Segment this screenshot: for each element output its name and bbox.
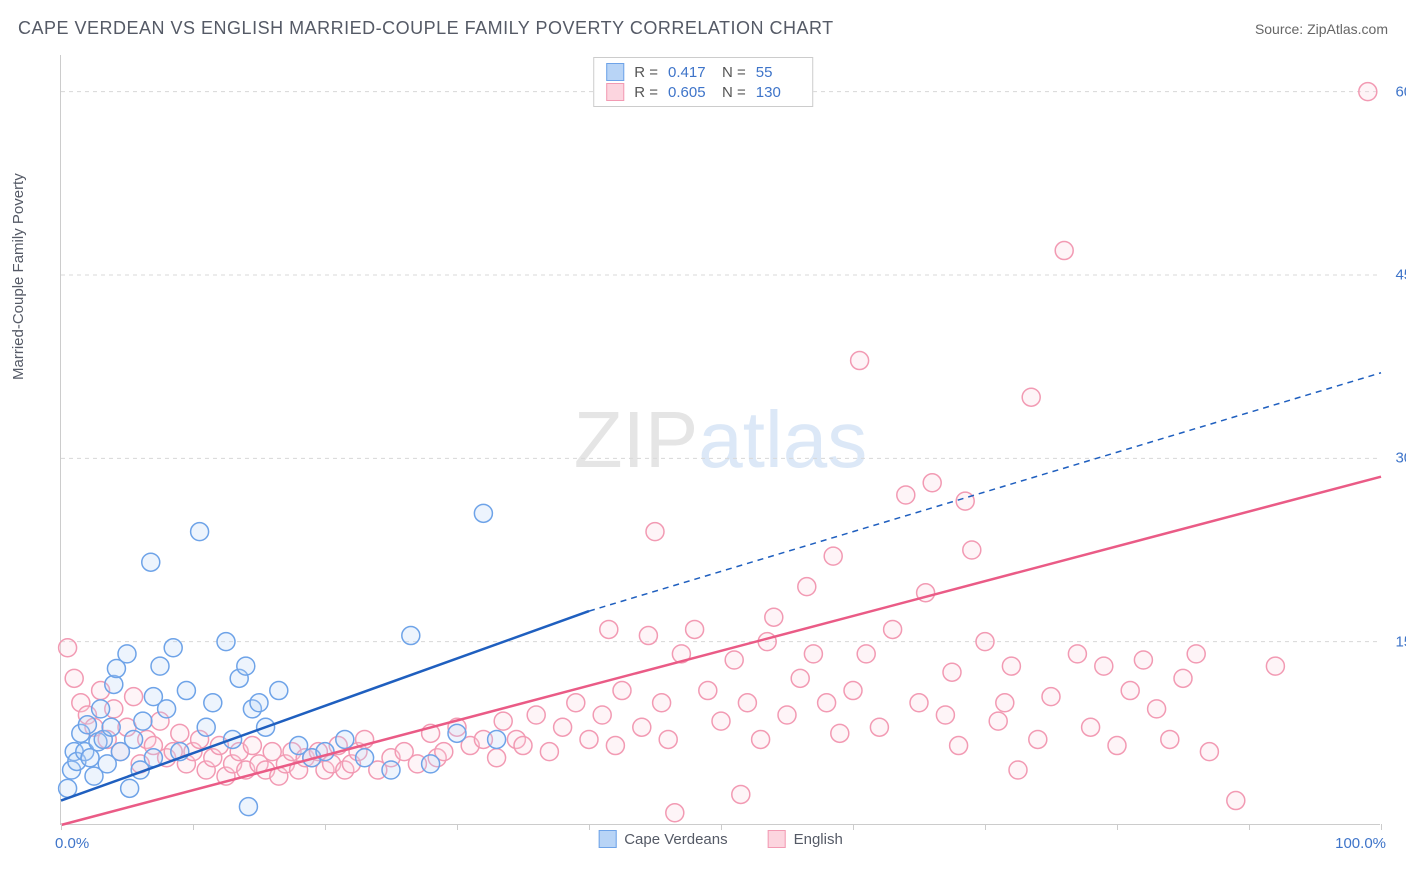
source-label: Source: ZipAtlas.com xyxy=(1255,21,1388,37)
x-end-label: 100.0% xyxy=(1335,835,1386,852)
legend-item-blue: Cape Verdeans xyxy=(598,830,727,848)
x-tick xyxy=(589,824,590,830)
blue-n-value: 55 xyxy=(756,64,800,81)
x-tick xyxy=(325,824,326,830)
legend-top-row-blue: R = 0.417 N = 55 xyxy=(606,62,800,82)
x-tick xyxy=(193,824,194,830)
x-tick xyxy=(1117,824,1118,830)
blue-r-value: 0.417 xyxy=(668,64,712,81)
gridlines xyxy=(61,92,1381,642)
chart-header: CAPE VERDEAN VS ENGLISH MARRIED-COUPLE F… xyxy=(18,18,1388,39)
y-tick-label: 45.0% xyxy=(1395,267,1406,284)
legend-top: R = 0.417 N = 55 R = 0.605 N = 130 xyxy=(593,57,813,107)
swatch-pink-icon xyxy=(606,83,624,101)
chart-title: CAPE VERDEAN VS ENGLISH MARRIED-COUPLE F… xyxy=(18,18,834,39)
x-tick xyxy=(61,824,62,830)
x-tick xyxy=(457,824,458,830)
chart-svg xyxy=(61,55,1380,824)
legend-blue-label: Cape Verdeans xyxy=(624,831,727,848)
x-tick xyxy=(1381,824,1382,830)
legend-top-row-pink: R = 0.605 N = 130 xyxy=(606,82,800,102)
legend-item-pink: English xyxy=(768,830,843,848)
r-label: R = xyxy=(634,84,658,101)
y-tick-label: 15.0% xyxy=(1395,633,1406,650)
swatch-pink xyxy=(768,830,786,848)
y-axis-label: Married-Couple Family Poverty xyxy=(10,173,27,380)
y-tick-label: 30.0% xyxy=(1395,450,1406,467)
pink-r-value: 0.605 xyxy=(668,84,712,101)
legend-bottom: Cape Verdeans English xyxy=(598,824,843,848)
x-tick xyxy=(985,824,986,830)
n-label: N = xyxy=(722,84,746,101)
pink-n-value: 130 xyxy=(756,84,800,101)
x-tick xyxy=(1249,824,1250,830)
r-label: R = xyxy=(634,64,658,81)
x-start-label: 0.0% xyxy=(55,835,89,852)
x-tick xyxy=(853,824,854,830)
n-label: N = xyxy=(722,64,746,81)
y-tick-label: 60.0% xyxy=(1395,83,1406,100)
swatch-blue xyxy=(598,830,616,848)
plot-area: ZIPatlas 15.0%30.0%45.0%60.0% 0.0% 100.0… xyxy=(60,55,1380,825)
legend-pink-label: English xyxy=(794,831,843,848)
swatch-blue-icon xyxy=(606,63,624,81)
